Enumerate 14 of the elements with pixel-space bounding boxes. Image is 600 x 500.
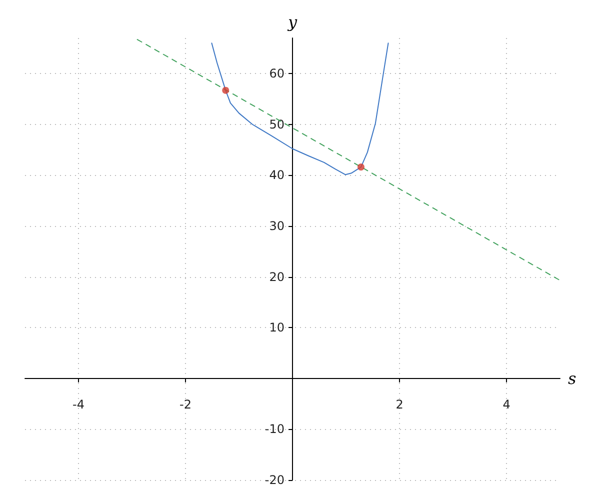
y-tick-label: 30: [269, 218, 284, 233]
y-tick-label: 50: [269, 117, 284, 132]
y-tick-label: 60: [269, 66, 284, 81]
x-tick-label: -4: [72, 397, 84, 412]
x-tick-label: 4: [502, 397, 510, 412]
y-tick-label: -10: [264, 422, 284, 436]
y-tick-label: 20: [269, 270, 284, 284]
y-tick-label: 40: [269, 168, 284, 182]
x-tick-label: 2: [396, 397, 404, 412]
x-tick-label: -2: [180, 397, 192, 412]
y-axis-title: y: [286, 12, 298, 32]
y-tick-label: -20: [264, 473, 284, 487]
x-axis-title: s: [568, 368, 576, 388]
y-tick-label: 10: [269, 320, 284, 335]
